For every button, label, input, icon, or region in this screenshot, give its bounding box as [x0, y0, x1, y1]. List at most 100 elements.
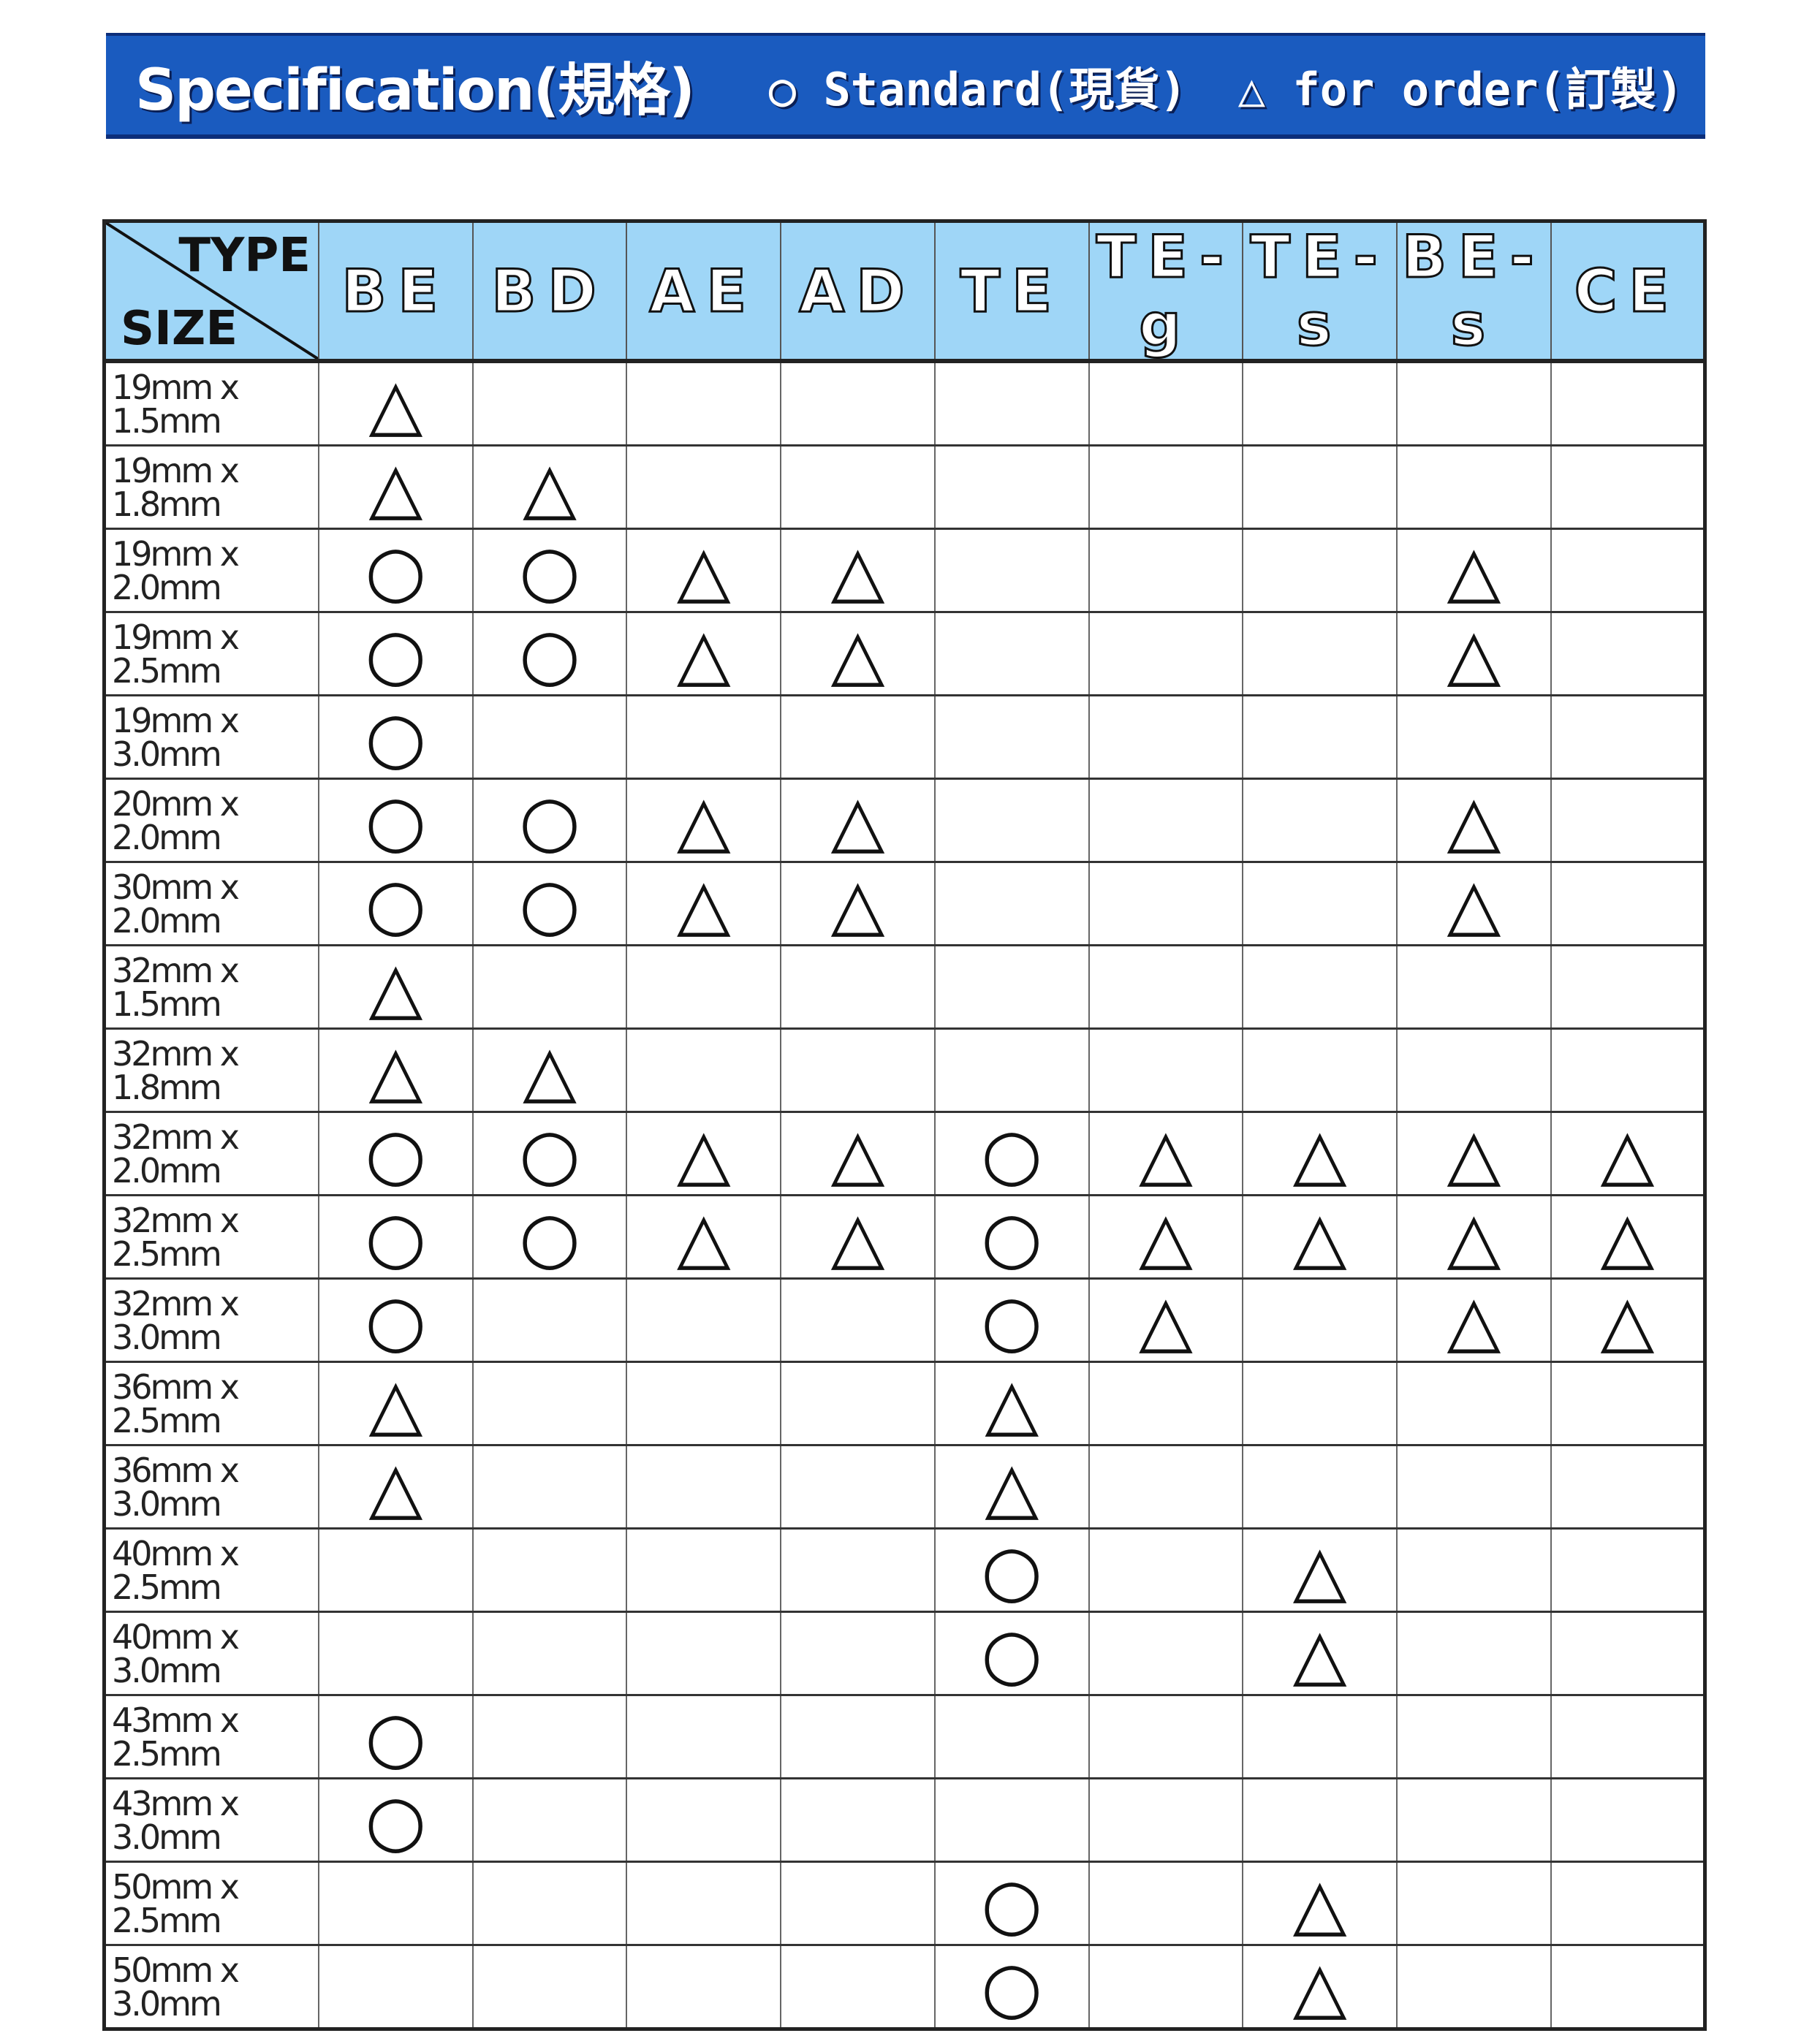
- standard-circle-icon: ○: [471, 861, 628, 946]
- empty-cell: [1242, 778, 1398, 863]
- empty-cell: [1242, 1777, 1398, 1863]
- order-triangle-icon: △: [1242, 1611, 1398, 1696]
- empty-cell: [626, 444, 782, 530]
- column-header: TE-s: [1242, 221, 1398, 363]
- empty-cell: [1242, 444, 1398, 530]
- empty-cell: [1088, 694, 1244, 780]
- legend-order: △ for order(訂製): [1237, 62, 1683, 116]
- empty-cell: [1396, 694, 1552, 780]
- empty-cell: [1396, 944, 1552, 1030]
- empty-cell: [1550, 778, 1706, 863]
- empty-cell: [780, 1611, 936, 1696]
- column-header: TE: [933, 221, 1089, 363]
- banner-title: Specification(規格): [135, 57, 695, 124]
- empty-cell: [780, 1027, 936, 1113]
- order-triangle-icon: △: [1396, 778, 1552, 863]
- empty-cell: [1396, 1861, 1552, 1946]
- empty-cell: [1550, 528, 1706, 613]
- table-row: 32mm x 2.5mm ○ ○ △ △ ○ △ △ △ △: [103, 1194, 1706, 1280]
- order-triangle-icon: △: [471, 444, 628, 530]
- order-triangle-icon: △: [1088, 1111, 1244, 1196]
- empty-cell: [471, 360, 628, 447]
- empty-cell: [780, 1777, 936, 1863]
- empty-cell: [318, 1861, 474, 1946]
- empty-cell: [1088, 1361, 1244, 1446]
- standard-circle-icon: ○: [933, 1611, 1090, 1696]
- standard-circle-icon: ○: [933, 1111, 1090, 1196]
- order-triangle-icon: △: [933, 1361, 1090, 1446]
- size-cell: 19mm x 1.5mm: [103, 360, 319, 447]
- empty-cell: [626, 1611, 782, 1696]
- empty-cell: [780, 360, 936, 447]
- empty-cell: [1242, 1444, 1398, 1530]
- size-cell: 19mm x 3.0mm: [103, 694, 319, 780]
- size-cell: 40mm x 3.0mm: [103, 1611, 319, 1696]
- standard-circle-icon: ○: [318, 861, 474, 946]
- size-cell: 19mm x 2.5mm: [103, 611, 319, 696]
- empty-cell: [626, 360, 782, 447]
- empty-cell: [471, 1694, 628, 1779]
- empty-cell: [1242, 1027, 1398, 1113]
- order-triangle-icon: △: [1396, 611, 1552, 696]
- empty-cell: [1242, 1361, 1398, 1446]
- standard-circle-icon: ○: [933, 1861, 1090, 1946]
- empty-cell: [1550, 611, 1706, 696]
- empty-cell: [1550, 1694, 1706, 1779]
- order-triangle-icon: △: [780, 778, 936, 863]
- empty-cell: [471, 694, 628, 780]
- empty-cell: [318, 1527, 474, 1613]
- header-row: TYPE SIZE BE BD AE AD TE TE-g TE-s BE-s CE: [104, 221, 1705, 363]
- table-row: 50mm x 2.5mm ○ △: [103, 1861, 1706, 1946]
- empty-cell: [780, 694, 936, 780]
- standard-circle-icon: ○: [933, 1944, 1090, 2030]
- column-header: TE-g: [1088, 221, 1243, 363]
- table-row: 32mm x 2.0mm ○ ○ △ △ ○ △ △ △ △: [103, 1111, 1706, 1196]
- empty-cell: [933, 444, 1090, 530]
- empty-cell: [1088, 528, 1244, 613]
- table-row: 40mm x 2.5mm ○ △: [103, 1527, 1706, 1613]
- empty-cell: [1088, 1777, 1244, 1863]
- order-triangle-icon: △: [1550, 1277, 1706, 1363]
- order-triangle-icon: △: [1396, 528, 1552, 613]
- order-triangle-icon: △: [318, 1361, 474, 1446]
- empty-cell: [1088, 1527, 1244, 1613]
- empty-cell: [1088, 1611, 1244, 1696]
- empty-cell: [1242, 944, 1398, 1030]
- order-triangle-icon: △: [318, 1027, 474, 1113]
- empty-cell: [1550, 1944, 1706, 2030]
- standard-circle-icon: ○: [318, 1277, 474, 1363]
- standard-circle-icon: ○: [933, 1194, 1090, 1280]
- size-cell: 40mm x 2.5mm: [103, 1527, 319, 1613]
- empty-cell: [1550, 360, 1706, 447]
- standard-circle-icon: ○: [318, 1194, 474, 1280]
- size-cell: 20mm x 2.0mm: [103, 778, 319, 863]
- corner-type-label: TYPE: [178, 229, 311, 283]
- empty-cell: [1550, 444, 1706, 530]
- empty-cell: [1396, 1444, 1552, 1530]
- empty-cell: [626, 1361, 782, 1446]
- empty-cell: [471, 1944, 628, 2030]
- empty-cell: [471, 1527, 628, 1613]
- empty-cell: [626, 1861, 782, 1946]
- standard-circle-icon: ○: [471, 1111, 628, 1196]
- empty-cell: [626, 1527, 782, 1613]
- table-row: 43mm x 2.5mm ○: [103, 1694, 1706, 1779]
- empty-cell: [1088, 1444, 1244, 1530]
- size-cell: 32mm x 2.0mm: [103, 1111, 319, 1196]
- empty-cell: [780, 944, 936, 1030]
- standard-circle-icon: ○: [318, 528, 474, 613]
- table-row: 43mm x 3.0mm ○: [103, 1777, 1706, 1863]
- order-triangle-icon: △: [626, 1194, 782, 1280]
- empty-cell: [626, 1277, 782, 1363]
- empty-cell: [1242, 694, 1398, 780]
- empty-cell: [471, 1444, 628, 1530]
- order-triangle-icon: △: [1396, 1194, 1552, 1280]
- empty-cell: [471, 1861, 628, 1946]
- standard-circle-icon: ○: [471, 611, 628, 696]
- order-triangle-icon: △: [318, 944, 474, 1030]
- empty-cell: [933, 1027, 1090, 1113]
- size-cell: 43mm x 2.5mm: [103, 1694, 319, 1779]
- empty-cell: [1550, 1861, 1706, 1946]
- empty-cell: [471, 1277, 628, 1363]
- standard-circle-icon: ○: [318, 611, 474, 696]
